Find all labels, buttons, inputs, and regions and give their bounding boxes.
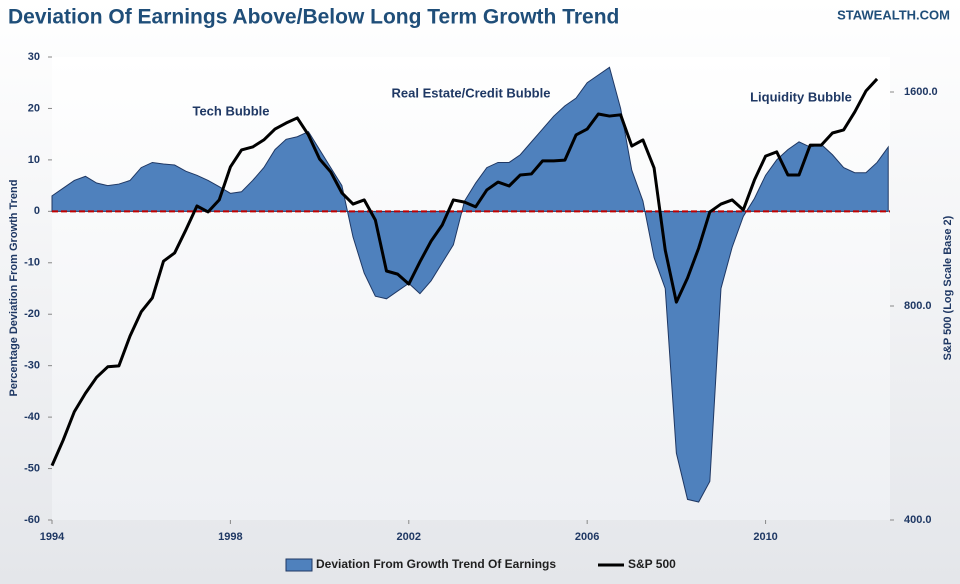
y-tick-label: -50 xyxy=(24,462,40,474)
x-tick-label: 1998 xyxy=(218,531,242,543)
annotation: Real Estate/Credit Bubble xyxy=(392,85,551,100)
area xyxy=(51,66,889,503)
y2-tick-label: 1600.0 xyxy=(904,86,938,98)
y-tick-label: 10 xyxy=(28,154,40,166)
y2-tick-label: 800.0 xyxy=(904,300,932,312)
legend-swatch xyxy=(285,558,313,572)
source: STAWEALTH.COM xyxy=(837,7,950,22)
y-tick-label: 30 xyxy=(28,51,40,63)
y-tick-label: -40 xyxy=(24,411,40,423)
y-tick-label: -20 xyxy=(24,308,40,320)
x-tick-label: 2002 xyxy=(397,531,421,543)
y2-axis-label: S&P 500 (Log Scale Base 2) xyxy=(942,215,954,360)
legend-label: Deviation From Growth Trend Of Earnings xyxy=(316,557,556,571)
y-tick-label: 20 xyxy=(28,102,40,114)
annotation: Tech Bubble xyxy=(192,103,269,118)
y-axis-label: Percentage Deviation From Growth Trend xyxy=(8,180,20,397)
legend-label: S&P 500 xyxy=(628,557,676,571)
line xyxy=(50,77,879,467)
y-tick-label: -30 xyxy=(24,360,40,372)
y2-tick-label: 400.0 xyxy=(904,514,932,526)
chart-title: Deviation Of Earnings Above/Below Long T… xyxy=(8,6,619,29)
x-tick-label: 2010 xyxy=(753,531,777,543)
y-tick-label: 0 xyxy=(34,205,40,217)
x-tick-label: 2006 xyxy=(575,531,599,543)
y-tick-label: -60 xyxy=(24,514,40,526)
plot-area xyxy=(52,57,890,520)
annotation: Liquidity Bubble xyxy=(750,89,852,104)
y-tick-label: -10 xyxy=(24,257,40,269)
x-tick-label: 1994 xyxy=(40,531,65,543)
